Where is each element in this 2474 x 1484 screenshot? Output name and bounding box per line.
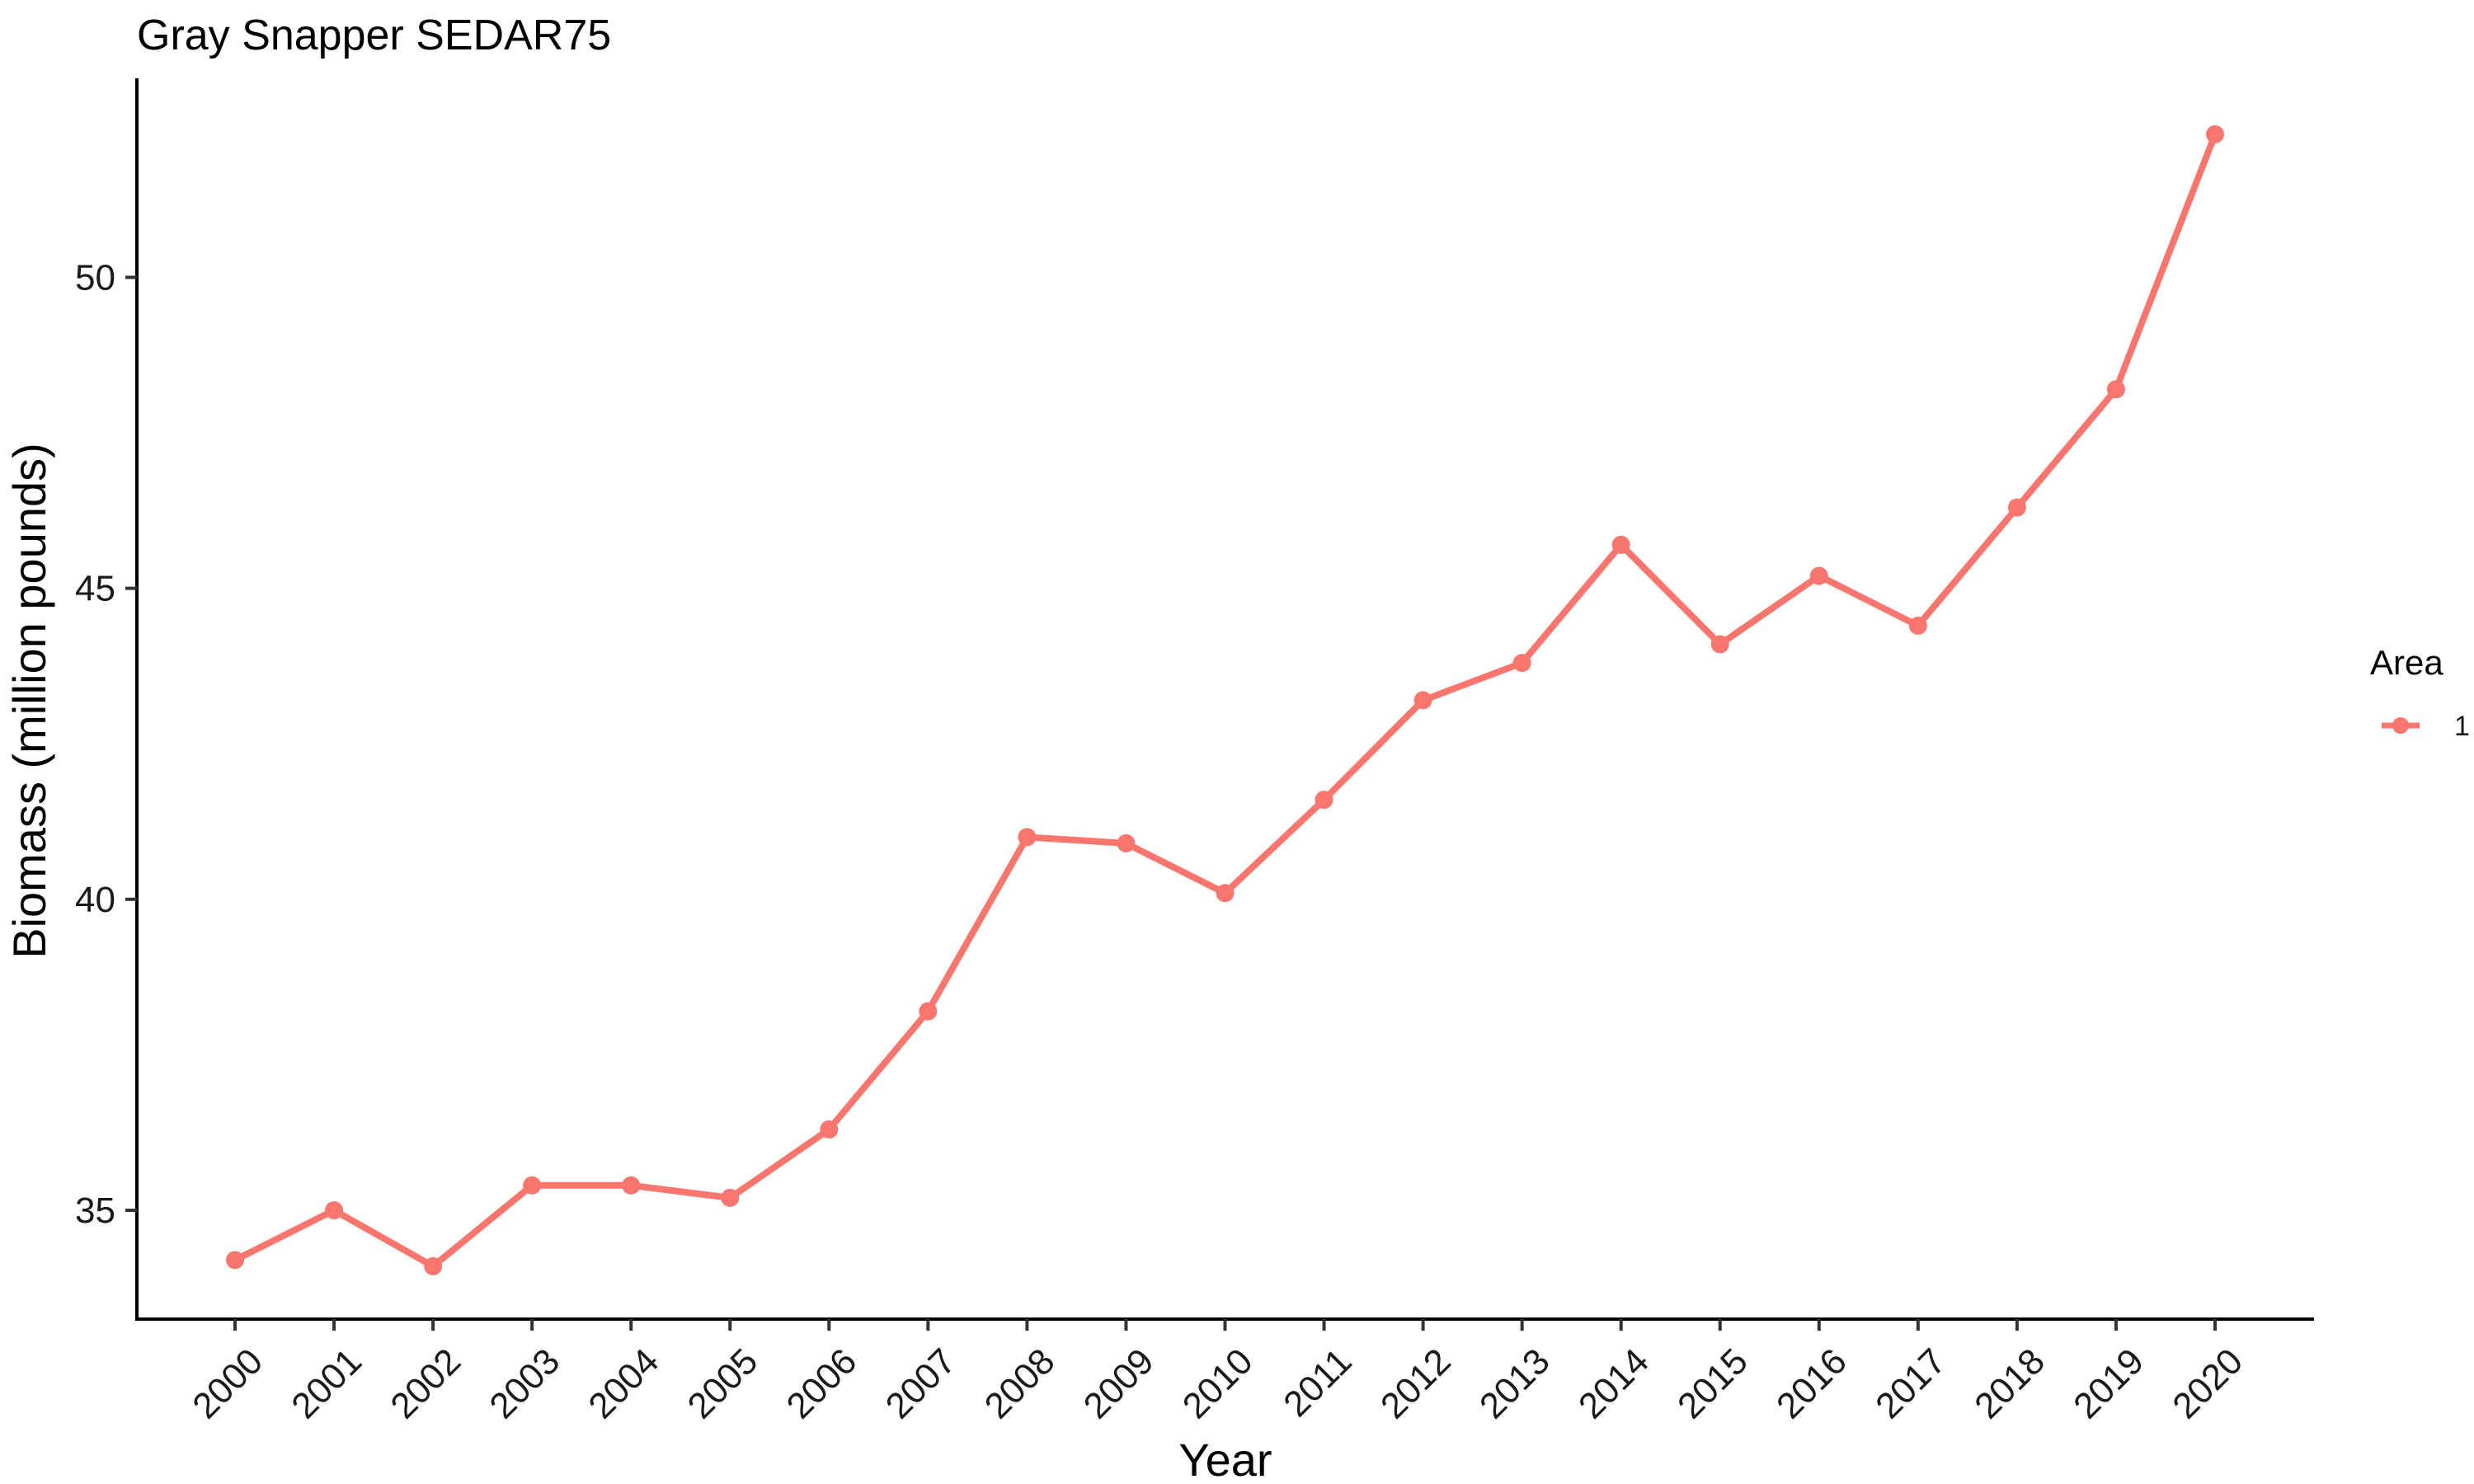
x-tick-label: 2003 xyxy=(482,1341,567,1426)
y-ticks: 35 40 45 50 xyxy=(75,257,137,1231)
data-point xyxy=(2206,124,2224,143)
x-tick-label: 2006 xyxy=(779,1341,865,1426)
data-point xyxy=(1018,828,1037,847)
x-tick-label: 2001 xyxy=(284,1341,369,1426)
data-point xyxy=(721,1188,740,1207)
data-point xyxy=(325,1200,344,1219)
y-tick-label: 50 xyxy=(75,257,115,298)
data-point xyxy=(2007,498,2026,517)
legend-label: 1 xyxy=(2454,711,2470,742)
legend-title: Area xyxy=(2370,643,2443,682)
x-tick-label: 2010 xyxy=(1175,1341,1261,1426)
data-point xyxy=(226,1251,244,1270)
x-axis-title: Year xyxy=(1178,1434,1272,1484)
data-point xyxy=(1512,654,1531,673)
x-tick-label: 2011 xyxy=(1276,1341,1360,1425)
x-tick-label: 2013 xyxy=(1472,1341,1558,1426)
x-tick-label: 2017 xyxy=(1868,1341,1954,1426)
x-tick-label: 2002 xyxy=(383,1341,468,1426)
data-point xyxy=(1117,834,1136,852)
data-point xyxy=(1315,791,1333,810)
x-tick-label: 2020 xyxy=(2165,1341,2251,1426)
data-point xyxy=(1611,535,1630,554)
x-tick-label: 2018 xyxy=(1967,1341,2053,1426)
x-tick-label: 2012 xyxy=(1373,1341,1459,1426)
data-point xyxy=(424,1256,443,1275)
x-tick-label: 2009 xyxy=(1076,1341,1162,1426)
data-point xyxy=(523,1176,542,1195)
x-tick-label: 2016 xyxy=(1769,1341,1855,1426)
y-tick-label: 45 xyxy=(75,569,115,609)
y-tick-label: 40 xyxy=(75,880,115,920)
data-point xyxy=(1809,566,1828,585)
x-tick-label: 2014 xyxy=(1571,1341,1657,1426)
axes xyxy=(135,78,2314,1321)
data-point xyxy=(1908,616,1927,635)
data-point xyxy=(2106,380,2125,399)
x-tick-label: 2007 xyxy=(878,1341,964,1426)
data-point xyxy=(622,1176,641,1195)
x-tick-label: 2005 xyxy=(680,1341,766,1426)
y-axis-title: Biomass (million pounds) xyxy=(3,443,55,959)
y-tick-label: 35 xyxy=(75,1190,115,1231)
legend: Area 1 xyxy=(2370,643,2470,742)
data-point xyxy=(919,1002,938,1021)
legend-key-point xyxy=(2392,717,2409,734)
x-ticks: 2000 2001 2002 2003 2004 2005 2006 2007 2008 2009… xyxy=(185,1319,2251,1426)
series-layer xyxy=(226,124,2224,1275)
data-point xyxy=(1216,884,1235,903)
data-point xyxy=(1710,635,1729,654)
x-tick-label: 2000 xyxy=(185,1341,270,1426)
data-point xyxy=(1413,691,1432,710)
x-tick-label: 2004 xyxy=(581,1341,666,1426)
x-tick-label: 2008 xyxy=(977,1341,1063,1426)
data-point xyxy=(820,1120,839,1139)
series-line xyxy=(232,130,2218,1270)
x-tick-label: 2015 xyxy=(1670,1341,1756,1426)
chart-title: Gray Snapper SEDAR75 xyxy=(137,12,611,59)
x-tick-label: 2019 xyxy=(2066,1341,2152,1426)
